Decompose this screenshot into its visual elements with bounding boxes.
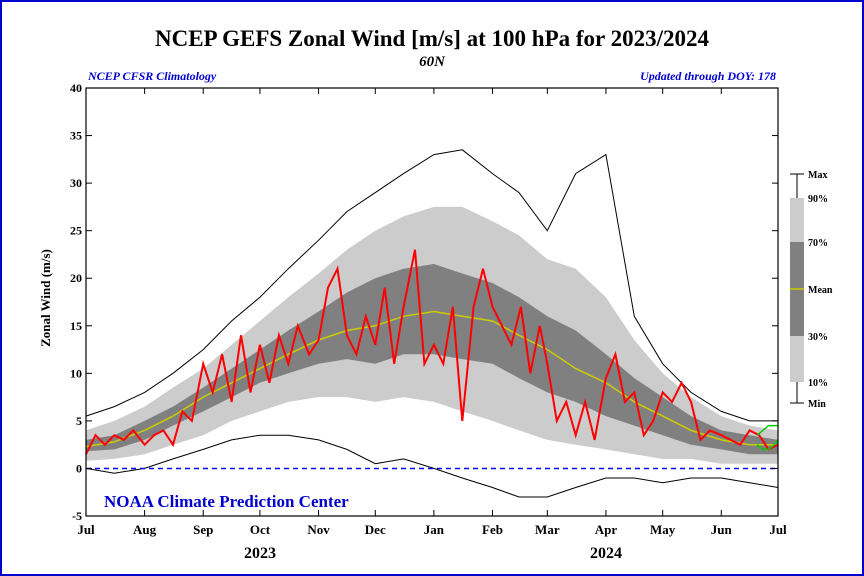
max-line xyxy=(85,149,778,422)
x-tick-label: Feb xyxy=(482,522,503,537)
axes: -5 0 5 10 15 20 25 30 35 40 Jul Aug Sep Oct Nov Dec Jan F… xyxy=(70,81,787,562)
x-tick-label: Sep xyxy=(193,522,213,537)
year-label: 2023 xyxy=(244,545,276,562)
observed-line xyxy=(85,249,779,455)
legend-label: Min xyxy=(808,399,826,410)
chart-subtitle: 60N xyxy=(419,54,446,70)
x-tick-label: May xyxy=(650,522,676,537)
forecast-low-line xyxy=(756,439,779,451)
y-tick-label: -5 xyxy=(72,509,82,523)
x-tick-label: Jul xyxy=(769,522,787,537)
x-tick-label: Jan xyxy=(424,522,445,537)
x-tick-label: Jun xyxy=(711,522,733,537)
x-tick-label: Apr xyxy=(595,522,618,537)
legend-label: 70% xyxy=(808,238,828,249)
year-label: 2024 xyxy=(590,545,622,562)
credit-label: NOAA Climate Prediction Center xyxy=(104,492,349,511)
updated-note: Updated through DOY: 178 xyxy=(640,69,776,83)
legend-label: Mean xyxy=(808,285,833,296)
climatology-note: NCEP CFSR Climatology xyxy=(87,69,217,83)
y-tick-label: 10 xyxy=(70,366,82,380)
y-tick-label: 25 xyxy=(70,224,82,238)
band-30-70 xyxy=(86,264,778,455)
legend: Max 90% 70% Mean 30% 10% Min xyxy=(790,170,833,410)
y-axis-label: Zonal Wind (m/s) xyxy=(38,249,53,347)
x-tick-label: Oct xyxy=(250,522,271,537)
forecast-high-line xyxy=(756,424,778,436)
y-tick-label: 20 xyxy=(70,271,82,285)
plot-frame xyxy=(85,87,779,517)
y-tick-label: 40 xyxy=(70,81,82,95)
y-tick-label: 15 xyxy=(70,319,82,333)
legend-label: Max xyxy=(808,170,827,181)
legend-label: 30% xyxy=(808,332,828,343)
x-tick-label: Jul xyxy=(77,522,95,537)
mean-line xyxy=(85,310,778,448)
y-tick-label: 0 xyxy=(76,461,82,475)
x-tick-label: Aug xyxy=(133,522,157,537)
y-tick-label: 35 xyxy=(70,129,82,143)
x-tick-label: Mar xyxy=(535,522,560,537)
x-tick-label: Nov xyxy=(307,522,330,537)
min-line xyxy=(85,434,779,498)
y-tick-label: 5 xyxy=(76,414,82,428)
chart-title: NCEP GEFS Zonal Wind [m/s] at 100 hPa fo… xyxy=(155,26,709,51)
x-tick-label: Dec xyxy=(365,522,386,537)
legend-label: 10% xyxy=(808,378,828,389)
plot-area xyxy=(85,149,779,498)
y-tick-label: 30 xyxy=(70,176,82,190)
legend-label: 90% xyxy=(808,194,828,205)
